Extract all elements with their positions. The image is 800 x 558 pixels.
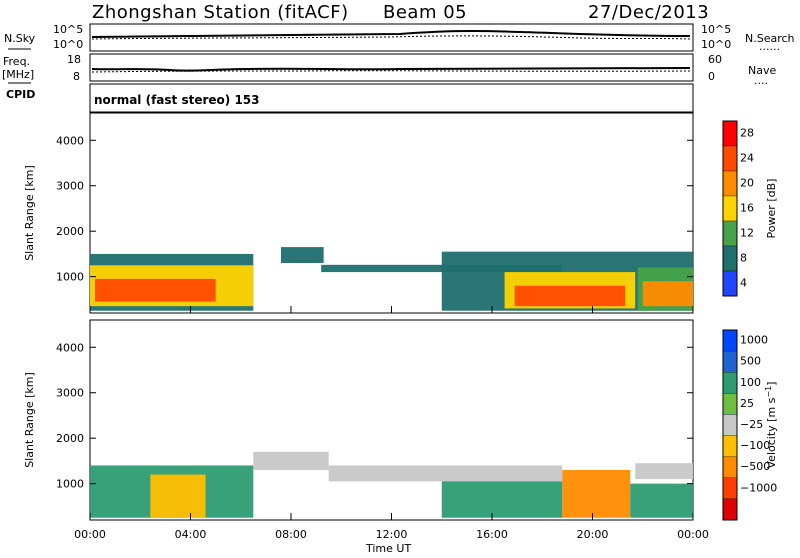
noise-search-line bbox=[91, 35, 691, 40]
nave-line bbox=[91, 70, 691, 73]
power-colorbar-tick-6: 4 bbox=[740, 277, 747, 290]
freq-right-top-tick: 60 bbox=[708, 53, 722, 66]
power-colorbar-tick-2: 20 bbox=[740, 177, 754, 190]
nave-dots: .... bbox=[754, 74, 768, 87]
cpid-panel-frame bbox=[89, 83, 694, 113]
velocity-colorbar-tick-0: 1000 bbox=[740, 334, 768, 347]
velocity-colorbar-tick-4: −25 bbox=[740, 418, 763, 431]
freq-left-bottom-tick: 8 bbox=[73, 70, 80, 83]
power-colorbar-bin-1 bbox=[722, 145, 738, 172]
velocity-panel: 1000 2000 3000 4000 Slant Range [km] bbox=[23, 319, 694, 521]
time-tick-label-1: 04:00 bbox=[175, 528, 207, 541]
cpid-label: CPID bbox=[6, 88, 35, 101]
velocity-colorbar-label: Velocity [m s−1] bbox=[764, 382, 779, 469]
noise-right-bottom-tick: 10^0 bbox=[701, 38, 731, 51]
time-tick-label-3: 12:00 bbox=[376, 528, 408, 541]
velocity-colorbar-bin-0 bbox=[722, 329, 738, 352]
velocity-colorbar-bin-3 bbox=[722, 393, 738, 415]
velocity-region-7 bbox=[635, 463, 693, 480]
power-region-2 bbox=[95, 278, 216, 302]
power-ytick-label-3: 4000 bbox=[56, 134, 84, 147]
velocity-colorbar-bin-8 bbox=[722, 498, 738, 521]
velocity-region-4 bbox=[441, 481, 563, 518]
power-colorbar-frame bbox=[722, 120, 738, 297]
power-colorbar-tick-0: 28 bbox=[740, 127, 754, 140]
power-colorbar-tick-1: 24 bbox=[740, 152, 754, 165]
mode-label: normal (fast stereo) 153 bbox=[94, 93, 260, 107]
velocity-ylabel: Slant Range [km] bbox=[23, 372, 36, 468]
velocity-colorbar-tick-7: −1000 bbox=[740, 481, 777, 494]
noise-panel-frame bbox=[89, 23, 694, 52]
velocity-colorbar-tick-3: 25 bbox=[740, 397, 754, 410]
time-tick-label-5: 20:00 bbox=[577, 528, 609, 541]
date-title: 27/Dec/2013 bbox=[588, 2, 709, 23]
power-colorbar-label: Power [dB] bbox=[765, 179, 778, 239]
nsky-label: N.Sky bbox=[4, 32, 36, 45]
velocity-colorbar-tick-2: 100 bbox=[740, 376, 761, 389]
power-colorbar-bin-5 bbox=[722, 245, 738, 272]
velocity-colorbar-bin-1 bbox=[722, 350, 738, 373]
power-colorbar: 28 24 20 16 12 8 4 Power [dB] bbox=[722, 120, 778, 297]
noise-left-top-tick: 10^5 bbox=[53, 23, 83, 36]
mhz-label: [MHz] bbox=[2, 68, 34, 81]
velocity-colorbar-bin-4 bbox=[722, 414, 738, 436]
freq-label: Freq. bbox=[3, 55, 30, 68]
frequency-line bbox=[91, 67, 691, 72]
velocity-ytick-label-3: 4000 bbox=[56, 341, 84, 354]
time-tick-label-4: 16:00 bbox=[476, 528, 508, 541]
velocity-colorbar-frame bbox=[722, 329, 738, 521]
velocity-ytick-label-0: 1000 bbox=[56, 478, 84, 491]
velocity-colorbar-tick-5: −100 bbox=[740, 439, 770, 452]
power-colorbar-tick-3: 16 bbox=[740, 202, 754, 215]
velocity-colorbar-bin-6 bbox=[722, 456, 738, 478]
nave-label: Nave bbox=[748, 64, 776, 77]
velocity-colorbar: 1000 500 100 25 −25 −100 −500 −1000 Velocity [m … bbox=[722, 329, 779, 521]
velocity-colorbar-tick-1: 500 bbox=[740, 355, 761, 368]
time-axis-label: Time UT bbox=[365, 542, 411, 554]
nsearch-dots: ...... bbox=[759, 40, 780, 53]
power-colorbar-tick-5: 8 bbox=[740, 252, 747, 265]
freq-left-top-tick: 18 bbox=[67, 53, 81, 66]
velocity-region-6 bbox=[630, 483, 693, 518]
power-ylabel: Slant Range [km] bbox=[23, 165, 36, 261]
power-ytick-label-0: 1000 bbox=[56, 271, 84, 284]
power-colorbar-bin-0 bbox=[722, 120, 738, 147]
time-tick-label-0: 00:00 bbox=[74, 528, 106, 541]
nsearch-label: N.Search bbox=[745, 32, 795, 45]
power-region-9 bbox=[642, 281, 693, 307]
power-region-3 bbox=[280, 247, 324, 263]
beam-title: Beam 05 bbox=[383, 2, 467, 23]
time-tick-label-6: 00:00 bbox=[677, 528, 709, 541]
power-colorbar-bin-2 bbox=[722, 170, 738, 197]
velocity-colorbar-bin-2 bbox=[722, 372, 738, 394]
velocity-colorbar-tick-6: −500 bbox=[740, 460, 770, 473]
power-region-7 bbox=[514, 285, 626, 307]
velocity-ytick-label-2: 3000 bbox=[56, 387, 84, 400]
velocity-colorbar-bin-5 bbox=[722, 435, 738, 457]
power-ytick-label-1: 2000 bbox=[56, 225, 84, 238]
velocity-region-2 bbox=[253, 451, 329, 470]
noise-left-bottom-tick: 10^0 bbox=[53, 38, 83, 51]
power-colorbar-bin-6 bbox=[722, 270, 738, 297]
power-ytick-label-2: 3000 bbox=[56, 180, 84, 193]
velocity-ytick-label-1: 2000 bbox=[56, 432, 84, 445]
power-colorbar-tick-4: 12 bbox=[740, 227, 754, 240]
freq-right-bottom-tick: 0 bbox=[708, 70, 715, 83]
velocity-region-1 bbox=[150, 474, 206, 518]
power-colorbar-bin-3 bbox=[722, 195, 738, 222]
station-title: Zhongshan Station (fitACF) bbox=[92, 2, 349, 23]
time-axis: 00:00 04:00 08:00 12:00 16:00 20:00 00:00 bbox=[74, 306, 709, 541]
noise-right-top-tick: 10^5 bbox=[701, 23, 731, 36]
noise-sky-line bbox=[91, 29, 691, 38]
velocity-colorbar-bin-7 bbox=[722, 477, 738, 500]
frequency-panel-frame bbox=[89, 53, 694, 82]
velocity-region-3 bbox=[328, 465, 563, 482]
power-colorbar-bin-4 bbox=[722, 220, 738, 247]
power-panel: 1000 2000 3000 4000 Slant Range [km] bbox=[23, 112, 694, 314]
time-tick-label-2: 08:00 bbox=[275, 528, 307, 541]
velocity-region-5 bbox=[562, 470, 631, 518]
